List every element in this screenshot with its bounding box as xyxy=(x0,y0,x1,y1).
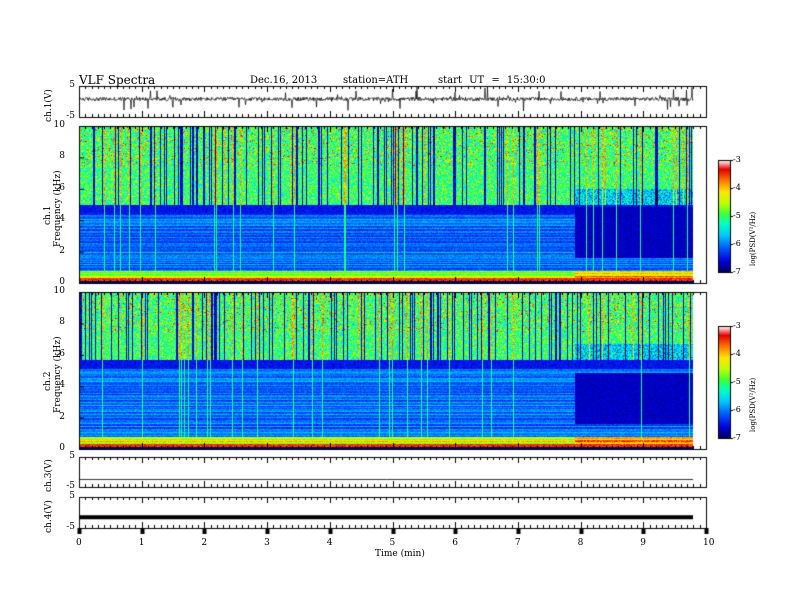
y-tick-label: 6 xyxy=(59,182,65,193)
x-tick-label: 5 xyxy=(389,538,396,548)
x-tick-label: 6 xyxy=(452,538,458,548)
x-tick-label: 3 xyxy=(264,538,270,548)
colorbar-tick-label: -3 xyxy=(733,321,741,330)
x-tick-label: 7 xyxy=(514,538,521,548)
y-tick-label: 5 xyxy=(69,491,75,501)
y-tick-label: -5 xyxy=(66,111,75,121)
x-tick-label: 10 xyxy=(703,538,715,548)
y-axis-label: Frequency (kHz) xyxy=(53,169,63,247)
y-axis-label: ch.2 xyxy=(43,371,53,391)
colorbar-tick-label: -5 xyxy=(733,211,741,220)
date-label: Dec.16, 2013 xyxy=(250,75,318,86)
x-tick-label: 9 xyxy=(640,538,647,548)
y-tick-label: 8 xyxy=(59,317,65,328)
y-axis-label: ch.4(V) xyxy=(44,499,54,533)
colorbar-tick-label: -3 xyxy=(733,155,741,164)
y-tick-label: 8 xyxy=(59,151,65,162)
y-tick-label: 5 xyxy=(69,80,75,90)
y-axis-label: ch.3(V) xyxy=(44,459,54,492)
colorbar-label: log(PSD(V²/Hz) xyxy=(749,211,757,266)
y-tick-label: 2 xyxy=(59,411,65,422)
y-tick-label: 0 xyxy=(59,443,65,453)
colorbar-tick-label: -6 xyxy=(733,405,741,414)
x-tick-label: 4 xyxy=(326,538,333,548)
y-axis-label: ch.1 xyxy=(43,205,53,225)
x-axis-label: Time (min) xyxy=(375,549,425,559)
colorbar-tick-label: -7 xyxy=(733,267,741,276)
x-tick-label: 1 xyxy=(138,538,145,548)
y-tick-label: -5 xyxy=(66,522,75,532)
x-tick-label: 8 xyxy=(577,538,584,548)
y-tick-label: -5 xyxy=(66,481,75,491)
y-tick-label: 6 xyxy=(59,348,65,359)
y-tick-label: 10 xyxy=(53,120,65,130)
x-tick-label: 0 xyxy=(76,538,82,548)
y-tick-label: 2 xyxy=(59,245,65,256)
station-label: station=ATH xyxy=(343,75,409,86)
page-title: VLF Spectra xyxy=(79,73,156,87)
colorbar-tick-label: -4 xyxy=(733,183,741,192)
start-time-label: start UT = 15:30:0 xyxy=(438,75,546,86)
y-tick-label: 0 xyxy=(59,277,65,287)
y-tick-label: 5 xyxy=(69,451,75,461)
colorbar-tick-label: -6 xyxy=(733,239,741,248)
y-tick-label: 4 xyxy=(59,380,65,391)
colorbar-tick-label: -4 xyxy=(733,349,741,358)
y-axis-label: Frequency (kHz) xyxy=(53,335,63,413)
x-tick-label: 2 xyxy=(201,538,208,548)
y-tick-label: 10 xyxy=(53,286,65,296)
colorbar-tick-label: -7 xyxy=(733,433,741,442)
y-tick-label: 4 xyxy=(59,214,65,225)
colorbar-tick-label: -5 xyxy=(733,377,741,386)
y-axis-label: ch.1(V) xyxy=(44,88,54,122)
colorbar-label: log(PSD(V²/Hz) xyxy=(749,377,757,432)
